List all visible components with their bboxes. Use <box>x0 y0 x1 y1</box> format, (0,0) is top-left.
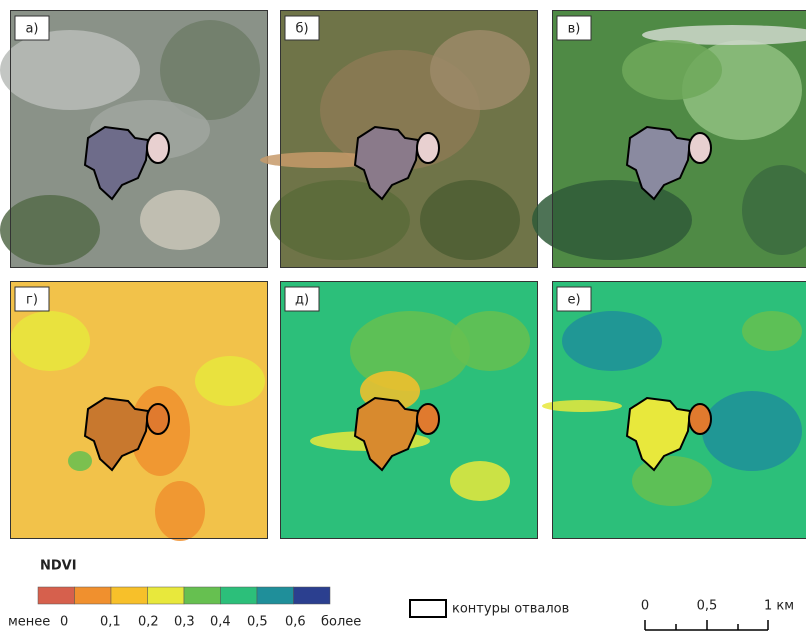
map-panel: е) <box>542 281 806 539</box>
dump-contour <box>147 404 169 434</box>
map-patch <box>562 311 662 371</box>
legend-swatch <box>111 587 148 604</box>
map-panel: в) <box>532 10 806 268</box>
panel-label: б) <box>295 22 308 37</box>
map-patch <box>10 311 90 371</box>
dump-contour <box>417 404 439 434</box>
scale-label: 0 <box>641 599 649 614</box>
map-panel: д) <box>280 281 538 539</box>
map-patch <box>68 451 92 471</box>
scale-label: 1 км <box>764 599 794 614</box>
map-patch <box>450 311 530 371</box>
legend-label: 0 <box>60 615 68 630</box>
map-patch <box>622 40 722 100</box>
panel-label: в) <box>568 22 581 37</box>
legend-label: 0,2 <box>138 615 159 630</box>
legend-swatch <box>257 587 294 604</box>
legend-swatch <box>38 587 75 604</box>
map-patch <box>195 356 265 406</box>
panel-label: г) <box>26 293 38 308</box>
map-patch <box>140 190 220 250</box>
legend-swatch <box>148 587 185 604</box>
legend-label: 0,5 <box>247 615 268 630</box>
legend-label: 0,4 <box>210 615 231 630</box>
dump-contour <box>689 133 711 163</box>
contour-legend-label: контуры отвалов <box>452 602 569 617</box>
legend-swatch <box>184 587 221 604</box>
map-patch <box>420 180 520 260</box>
map-patch <box>0 30 140 110</box>
map-patch <box>542 400 622 412</box>
figure-canvas: а) б) в) г) д) е) NDVI менее 0 0,1 0,2 0,3 0,4 0,5 0,6… <box>0 0 806 634</box>
legend-label: менее <box>8 615 50 630</box>
legend-swatch <box>294 587 331 604</box>
legend-title: NDVI <box>40 559 77 574</box>
figure: а) б) в) г) д) е) NDVI менее 0 0,1 0,2 0,3 0,4 0,5 0,6… <box>0 0 806 634</box>
dump-contour <box>417 133 439 163</box>
map-patch <box>742 311 802 351</box>
legend-label: более <box>321 615 361 630</box>
legend-label: 0,3 <box>174 615 195 630</box>
legend-label: 0,6 <box>285 615 306 630</box>
map-patch <box>0 195 100 265</box>
map-patch <box>450 461 510 501</box>
map-patch <box>702 391 802 471</box>
map-patch <box>430 30 530 110</box>
map-patch <box>632 456 712 506</box>
dump-contour <box>689 404 711 434</box>
panel-label: а) <box>25 22 38 37</box>
panel-label: е) <box>567 293 580 308</box>
legend-label: 0,1 <box>100 615 121 630</box>
contour-legend-box <box>410 600 446 617</box>
legend-swatch <box>75 587 112 604</box>
legend-swatch <box>221 587 258 604</box>
map-panel: г) <box>10 281 268 541</box>
map-patch <box>532 180 692 260</box>
map-panel: б) <box>260 10 538 268</box>
dump-contour <box>147 133 169 163</box>
map-patch <box>155 481 205 541</box>
scale-label: 0,5 <box>697 599 718 614</box>
map-panel: а) <box>0 10 268 268</box>
panel-label: д) <box>295 293 309 308</box>
map-patch <box>270 180 410 260</box>
